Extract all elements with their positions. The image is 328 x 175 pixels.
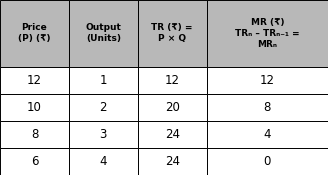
Bar xyxy=(0,66,69,94)
Bar xyxy=(0,0,69,66)
Text: 24: 24 xyxy=(165,155,180,168)
Bar xyxy=(207,0,328,66)
Bar xyxy=(69,148,138,175)
Text: 12: 12 xyxy=(27,74,42,87)
Text: 1: 1 xyxy=(100,74,107,87)
Bar xyxy=(69,94,138,121)
Bar xyxy=(0,94,69,121)
Text: TR (₹) =
P × Q: TR (₹) = P × Q xyxy=(152,23,193,43)
Text: 8: 8 xyxy=(264,101,271,114)
Bar xyxy=(0,148,69,175)
Bar xyxy=(138,0,207,66)
Bar xyxy=(207,66,328,94)
Text: 0: 0 xyxy=(264,155,271,168)
Bar xyxy=(138,148,207,175)
Text: 20: 20 xyxy=(165,101,180,114)
Text: 10: 10 xyxy=(27,101,42,114)
Text: 24: 24 xyxy=(165,128,180,141)
Text: 12: 12 xyxy=(165,74,180,87)
Text: 3: 3 xyxy=(100,128,107,141)
Bar xyxy=(69,0,138,66)
Text: Price
(P) (₹): Price (P) (₹) xyxy=(18,23,51,43)
Text: 8: 8 xyxy=(31,128,38,141)
Text: 6: 6 xyxy=(31,155,38,168)
Bar xyxy=(207,148,328,175)
Text: 12: 12 xyxy=(260,74,275,87)
Bar xyxy=(69,66,138,94)
Text: Output
(Units): Output (Units) xyxy=(85,23,121,43)
Bar xyxy=(207,94,328,121)
Bar xyxy=(207,121,328,148)
Text: 4: 4 xyxy=(100,155,107,168)
Bar xyxy=(138,66,207,94)
Bar xyxy=(0,121,69,148)
Bar xyxy=(138,94,207,121)
Text: 2: 2 xyxy=(100,101,107,114)
Text: 4: 4 xyxy=(264,128,271,141)
Bar xyxy=(138,121,207,148)
Text: MR (₹)
TRₙ – TRₙ₋₁ =
MRₙ: MR (₹) TRₙ – TRₙ₋₁ = MRₙ xyxy=(235,18,300,49)
Bar xyxy=(69,121,138,148)
